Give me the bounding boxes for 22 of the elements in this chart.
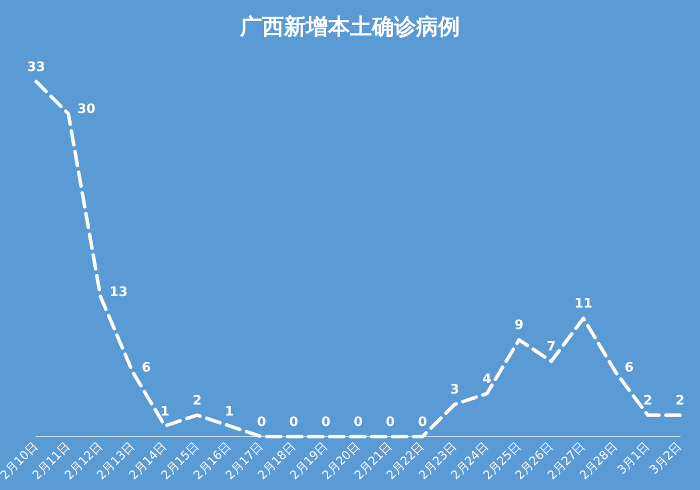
data-label: 4 xyxy=(482,372,492,387)
data-label: 33 xyxy=(27,60,46,75)
data-label: 7 xyxy=(546,340,556,355)
data-label: 0 xyxy=(289,415,298,430)
data-label: 3 xyxy=(450,382,460,398)
data-label: 2 xyxy=(675,394,685,409)
data-label: 1 xyxy=(160,404,170,420)
data-label: 0 xyxy=(321,415,330,430)
data-label: 0 xyxy=(418,415,427,430)
data-label: 2 xyxy=(643,394,652,409)
data-label: 2 xyxy=(192,394,202,409)
data-label: 13 xyxy=(110,285,128,300)
data-label: 1 xyxy=(224,404,234,420)
chart-title: 广西新增本土确诊病例 xyxy=(238,14,461,42)
data-label: 0 xyxy=(386,415,395,430)
data-label: 0 xyxy=(354,415,363,430)
data-label: 11 xyxy=(574,296,592,312)
data-label: 30 xyxy=(77,102,96,118)
data-label: 0 xyxy=(256,415,266,430)
data-label: 6 xyxy=(624,360,634,376)
data-label: 6 xyxy=(142,360,151,376)
data-label: 9 xyxy=(514,318,524,334)
